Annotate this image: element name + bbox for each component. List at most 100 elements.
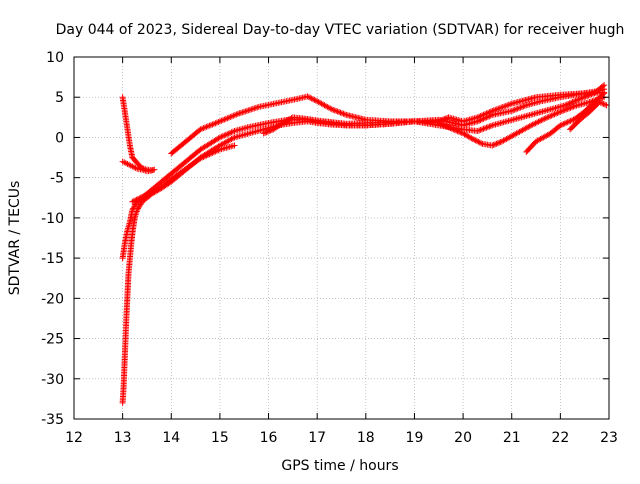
data-point — [448, 125, 455, 132]
data-point — [311, 96, 318, 103]
data-point — [486, 123, 493, 130]
data-point — [263, 129, 270, 136]
data-point — [521, 102, 528, 109]
data-point — [541, 115, 548, 122]
data-point — [200, 125, 207, 132]
data-point — [513, 106, 520, 113]
data-point — [210, 120, 217, 127]
data-point — [227, 129, 234, 136]
data-point — [534, 119, 541, 126]
x-tick-label: 16 — [260, 430, 278, 446]
data-point — [200, 153, 207, 160]
x-tick-label: 22 — [551, 430, 569, 446]
y-tick-label: -5 — [50, 171, 64, 187]
series-track-5 — [129, 142, 238, 205]
data-point — [575, 96, 582, 103]
data-point — [147, 190, 154, 197]
data-point — [564, 105, 571, 112]
data-point — [225, 114, 232, 121]
data-point — [307, 94, 314, 101]
data-point — [497, 139, 504, 146]
data-point — [458, 129, 465, 136]
data-point — [566, 118, 573, 125]
data-point — [139, 193, 146, 200]
data-point — [516, 105, 523, 112]
data-point — [312, 97, 319, 104]
x-tick-label: 13 — [114, 430, 132, 446]
data-point — [486, 109, 493, 116]
data-point — [560, 107, 567, 114]
data-point — [469, 136, 476, 143]
data-point — [520, 103, 527, 110]
data-point — [338, 110, 345, 117]
data-point — [563, 119, 570, 126]
data-point — [493, 140, 500, 147]
chart-title: Day 044 of 2023, Sidereal Day-to-day VTE… — [56, 22, 625, 38]
data-point — [441, 116, 448, 123]
data-point — [440, 121, 447, 128]
x-tick-label: 20 — [454, 430, 472, 446]
data-point — [552, 110, 559, 117]
data-point — [230, 112, 237, 119]
data-point — [564, 119, 571, 126]
data-point — [479, 112, 486, 119]
data-point — [207, 122, 214, 129]
data-point — [129, 198, 136, 205]
data-point — [266, 128, 273, 135]
data-point — [502, 102, 509, 109]
data-point — [225, 130, 232, 137]
data-point — [337, 109, 344, 116]
data-point — [206, 122, 213, 129]
data-point — [209, 121, 216, 128]
series-track-3 — [119, 82, 608, 406]
data-point — [499, 103, 506, 110]
data-point — [201, 124, 208, 131]
data-point — [489, 107, 496, 114]
y-tick-label: 5 — [55, 90, 64, 106]
data-point — [146, 191, 153, 198]
data-point — [133, 196, 140, 203]
data-point — [231, 112, 238, 119]
data-point — [557, 108, 564, 115]
data-point — [550, 111, 557, 118]
y-axis-label: SDTVAR / TECUs — [7, 181, 23, 296]
data-point — [538, 117, 545, 124]
data-point — [558, 108, 565, 115]
data-point — [476, 127, 483, 134]
data-point — [487, 122, 494, 129]
data-point — [567, 104, 574, 111]
y-tick-label: -10 — [41, 211, 64, 227]
data-point — [457, 129, 464, 136]
data-point — [218, 133, 225, 140]
data-point — [234, 110, 241, 117]
data-point — [510, 107, 517, 114]
data-point — [483, 124, 490, 131]
data-point — [439, 116, 446, 123]
data-point — [474, 114, 481, 121]
data-point — [213, 119, 220, 126]
data-point — [478, 140, 485, 147]
data-point — [224, 131, 231, 138]
data-point — [596, 99, 603, 106]
data-point — [566, 105, 573, 112]
axis-ticks: 12 13 14 15 16 17 18 19 20 21 22 23 -35 -30 -25 -20 -15 -… — [41, 50, 618, 446]
data-point — [136, 195, 143, 202]
data-point — [444, 123, 451, 130]
data-point — [140, 193, 147, 200]
data-point — [483, 110, 490, 117]
data-point — [197, 126, 204, 133]
data-point — [233, 111, 240, 118]
data-point — [328, 106, 335, 113]
data-point — [441, 122, 448, 129]
data-point — [334, 108, 341, 115]
data-point — [471, 136, 478, 143]
data-point — [260, 130, 267, 137]
data-point — [216, 134, 223, 141]
data-point — [570, 98, 577, 105]
data-point — [198, 125, 205, 132]
data-point — [481, 111, 488, 118]
data-point — [501, 103, 508, 110]
data-point — [492, 106, 499, 113]
data-point — [572, 97, 579, 104]
